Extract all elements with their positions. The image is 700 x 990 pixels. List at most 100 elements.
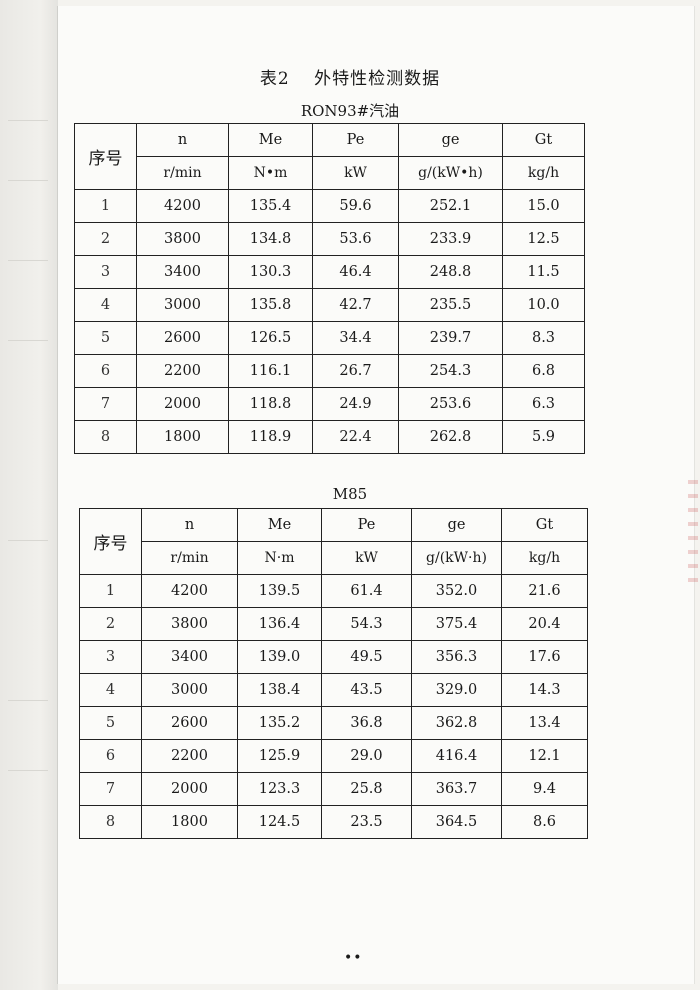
cell-pe: 54.3 xyxy=(321,607,412,641)
cell-seq: 1 xyxy=(79,574,142,608)
header-ge: ge xyxy=(398,123,503,157)
cell-me: 125.9 xyxy=(237,739,322,773)
page-edge-marks xyxy=(688,470,698,590)
header-seq: 序号 xyxy=(74,123,137,190)
page-number-dots: •• xyxy=(344,950,363,966)
header-pe: Pe xyxy=(312,123,399,157)
cell-gt: 6.3 xyxy=(502,387,585,421)
header-me: Me xyxy=(237,508,322,542)
table-row: 4 3000 135.8 42.7 235.5 10.0 xyxy=(74,288,585,322)
cell-ge: 252.1 xyxy=(398,189,503,223)
unit-gt: kg/h xyxy=(502,156,585,190)
cell-ge: 352.0 xyxy=(411,574,502,608)
table-unit-row: r/min N•m kW g/(kW•h) kg/h xyxy=(75,156,585,190)
table-row: 1 4200 135.4 59.6 252.1 15.0 xyxy=(74,189,585,223)
cell-gt: 14.3 xyxy=(501,673,588,707)
cell-ge: 235.5 xyxy=(398,288,503,322)
cell-me: 124.5 xyxy=(237,805,322,839)
cell-ge: 375.4 xyxy=(411,607,502,641)
header-ge: ge xyxy=(411,508,502,542)
cell-me: 118.8 xyxy=(228,387,313,421)
cell-me: 126.5 xyxy=(228,321,313,355)
cell-n: 2600 xyxy=(136,321,229,355)
cell-gt: 5.9 xyxy=(502,420,585,454)
cell-seq: 7 xyxy=(79,772,142,806)
table-row: 2 3800 136.4 54.3 375.4 20.4 xyxy=(79,607,588,641)
cell-me: 135.4 xyxy=(228,189,313,223)
table-unit-row: r/min N·m kW g/(kW·h) kg/h xyxy=(80,541,588,575)
cell-pe: 59.6 xyxy=(312,189,399,223)
cell-me: 136.4 xyxy=(237,607,322,641)
cell-n: 1800 xyxy=(136,420,229,454)
cell-gt: 10.0 xyxy=(502,288,585,322)
header-pe: Pe xyxy=(321,508,412,542)
cell-gt: 8.6 xyxy=(501,805,588,839)
cell-seq: 6 xyxy=(74,354,137,388)
cell-pe: 61.4 xyxy=(321,574,412,608)
cell-seq: 2 xyxy=(79,607,142,641)
cell-ge: 363.7 xyxy=(411,772,502,806)
cell-gt: 15.0 xyxy=(502,189,585,223)
table-m85: 序号 n Me Pe ge Gt r/min N·m kW g/(kW·h) k… xyxy=(79,508,588,839)
cell-gt: 21.6 xyxy=(501,574,588,608)
table1-caption: RON93#汽油 xyxy=(300,102,400,120)
cell-pe: 53.6 xyxy=(312,222,399,256)
cell-me: 135.8 xyxy=(228,288,313,322)
header-gt: Gt xyxy=(501,508,588,542)
cell-ge: 239.7 xyxy=(398,321,503,355)
cell-me: 139.0 xyxy=(237,640,322,674)
table-row: 7 2000 123.3 25.8 363.7 9.4 xyxy=(79,772,588,806)
cell-pe: 49.5 xyxy=(321,640,412,674)
cell-pe: 22.4 xyxy=(312,420,399,454)
cell-seq: 3 xyxy=(74,255,137,289)
table-row: 8 1800 124.5 23.5 364.5 8.6 xyxy=(79,805,588,839)
table-row: 4 3000 138.4 43.5 329.0 14.3 xyxy=(79,673,588,707)
cell-seq: 3 xyxy=(79,640,142,674)
table-row: 5 2600 135.2 36.8 362.8 13.4 xyxy=(79,706,588,740)
cell-seq: 5 xyxy=(74,321,137,355)
cell-n: 3800 xyxy=(136,222,229,256)
cell-me: 138.4 xyxy=(237,673,322,707)
cell-seq: 8 xyxy=(74,420,137,454)
table-header-row: 序号 n Me Pe ge Gt xyxy=(74,123,585,190)
cell-seq: 1 xyxy=(74,189,137,223)
cell-n: 2600 xyxy=(141,706,238,740)
cell-seq: 8 xyxy=(79,805,142,839)
cell-gt: 13.4 xyxy=(501,706,588,740)
table-row: 5 2600 126.5 34.4 239.7 8.3 xyxy=(74,321,585,355)
cell-seq: 4 xyxy=(79,673,142,707)
cell-ge: 362.8 xyxy=(411,706,502,740)
cell-n: 3000 xyxy=(141,673,238,707)
cell-gt: 12.5 xyxy=(502,222,585,256)
cell-seq: 7 xyxy=(74,387,137,421)
cell-seq: 6 xyxy=(79,739,142,773)
table-row: 6 2200 125.9 29.0 416.4 12.1 xyxy=(79,739,588,773)
table-header-row: 序号 n Me Pe ge Gt xyxy=(79,508,588,575)
cell-seq: 5 xyxy=(79,706,142,740)
unit-n: r/min xyxy=(136,156,229,190)
unit-ge: g/(kW•h) xyxy=(398,156,503,190)
cell-n: 2200 xyxy=(136,354,229,388)
header-gt: Gt xyxy=(502,123,585,157)
header-me: Me xyxy=(228,123,313,157)
cell-ge: 254.3 xyxy=(398,354,503,388)
cell-pe: 36.8 xyxy=(321,706,412,740)
unit-ge: g/(kW·h) xyxy=(411,541,502,575)
cell-pe: 24.9 xyxy=(312,387,399,421)
unit-n: r/min xyxy=(141,541,238,575)
unit-me: N•m xyxy=(228,156,313,190)
cell-n: 2000 xyxy=(136,387,229,421)
cell-pe: 46.4 xyxy=(312,255,399,289)
cell-n: 2200 xyxy=(141,739,238,773)
cell-pe: 42.7 xyxy=(312,288,399,322)
cell-gt: 8.3 xyxy=(502,321,585,355)
table-row: 2 3800 134.8 53.6 233.9 12.5 xyxy=(74,222,585,256)
cell-pe: 43.5 xyxy=(321,673,412,707)
cell-me: 134.8 xyxy=(228,222,313,256)
cell-ge: 416.4 xyxy=(411,739,502,773)
cell-me: 139.5 xyxy=(237,574,322,608)
cell-gt: 20.4 xyxy=(501,607,588,641)
table-row: 6 2200 116.1 26.7 254.3 6.8 xyxy=(74,354,585,388)
cell-ge: 248.8 xyxy=(398,255,503,289)
cell-me: 118.9 xyxy=(228,420,313,454)
